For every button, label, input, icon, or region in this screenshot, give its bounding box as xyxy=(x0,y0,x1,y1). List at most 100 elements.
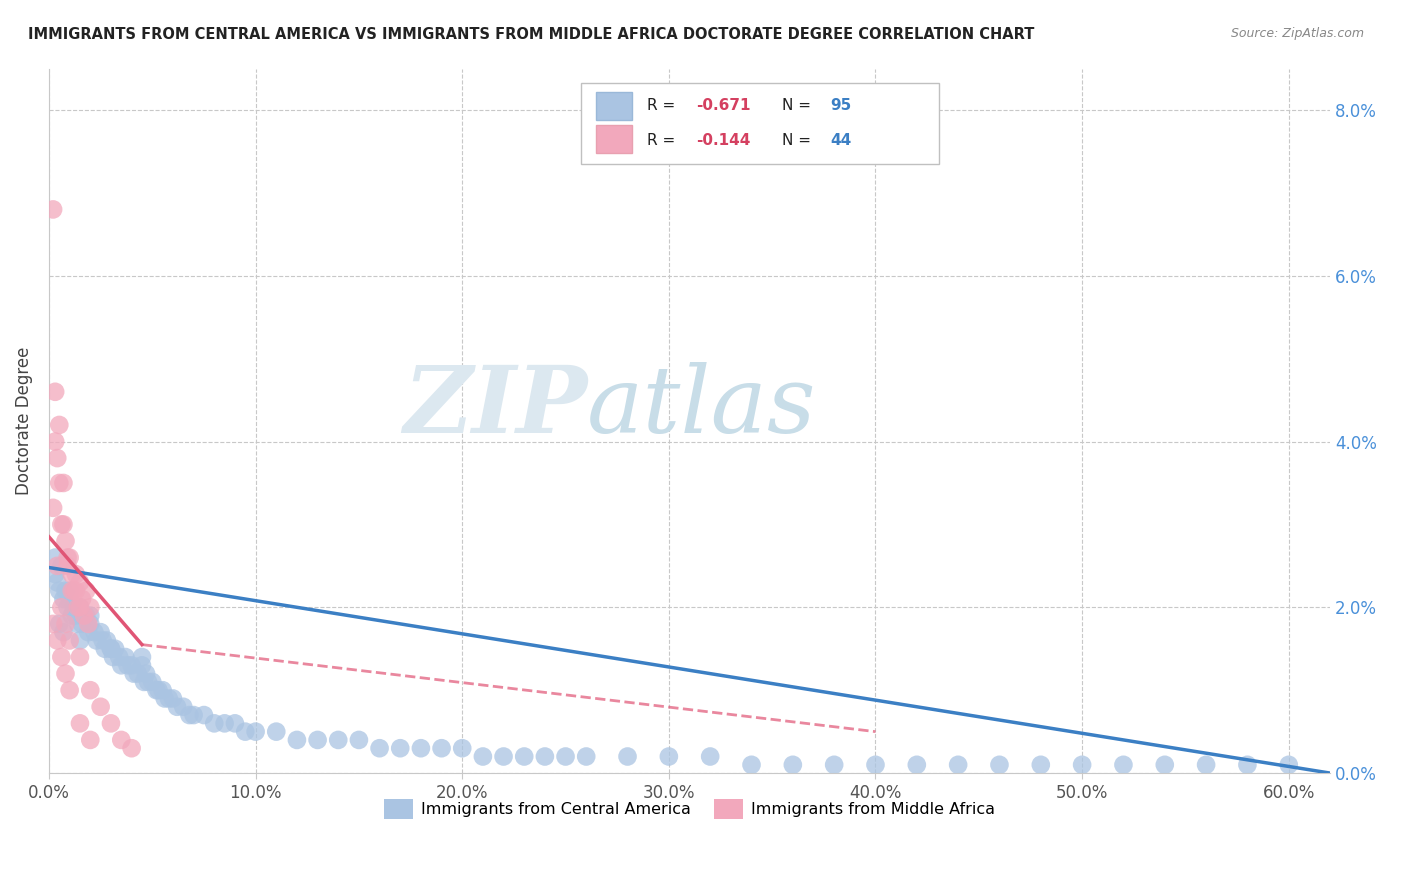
Point xyxy=(70,592,93,607)
Point xyxy=(44,434,66,449)
Point xyxy=(56,600,79,615)
Point xyxy=(389,741,412,756)
Text: Source: ZipAtlas.com: Source: ZipAtlas.com xyxy=(1230,27,1364,40)
Point xyxy=(51,517,73,532)
Point xyxy=(75,583,97,598)
Point xyxy=(1153,757,1175,772)
Point xyxy=(48,583,70,598)
Point xyxy=(90,625,112,640)
Point xyxy=(59,592,82,607)
Point xyxy=(823,757,845,772)
Point xyxy=(245,724,267,739)
Point xyxy=(51,600,73,615)
Point xyxy=(52,517,75,532)
Point xyxy=(44,384,66,399)
Point xyxy=(42,202,65,217)
Point xyxy=(127,666,149,681)
Text: atlas: atlas xyxy=(588,362,817,451)
Point xyxy=(60,608,83,623)
Point xyxy=(658,749,681,764)
Point xyxy=(86,633,108,648)
Point xyxy=(554,749,576,764)
Point xyxy=(430,741,453,756)
Point xyxy=(62,583,84,598)
Point xyxy=(307,733,329,747)
Point xyxy=(121,741,143,756)
Point xyxy=(59,633,82,648)
Point xyxy=(328,733,350,747)
Point xyxy=(148,683,170,698)
Point xyxy=(122,666,145,681)
Point xyxy=(59,683,82,698)
Point xyxy=(94,641,117,656)
Text: 44: 44 xyxy=(831,133,852,148)
FancyBboxPatch shape xyxy=(581,83,939,163)
Point xyxy=(69,600,91,615)
Point xyxy=(56,558,79,573)
Bar xyxy=(596,93,631,120)
Point xyxy=(90,699,112,714)
Point xyxy=(157,691,180,706)
Point xyxy=(193,708,215,723)
Point xyxy=(492,749,515,764)
Point xyxy=(166,699,188,714)
Point xyxy=(100,716,122,731)
Point xyxy=(782,757,804,772)
Legend: Immigrants from Central America, Immigrants from Middle Africa: Immigrants from Central America, Immigra… xyxy=(377,793,1001,825)
Point xyxy=(48,475,70,490)
Point xyxy=(145,683,167,698)
Point xyxy=(616,749,638,764)
Point xyxy=(70,616,93,631)
Point xyxy=(59,550,82,565)
Point xyxy=(104,641,127,656)
Point xyxy=(152,683,174,698)
Text: ZIP: ZIP xyxy=(402,362,588,451)
Text: -0.671: -0.671 xyxy=(696,98,751,113)
Point xyxy=(988,757,1011,772)
Point xyxy=(264,724,287,739)
Text: N =: N = xyxy=(782,133,815,148)
Point xyxy=(1236,757,1258,772)
Point xyxy=(1029,757,1052,772)
Point xyxy=(69,716,91,731)
Point xyxy=(101,650,124,665)
Point xyxy=(69,575,91,590)
Point xyxy=(66,616,89,631)
Point xyxy=(46,558,69,573)
Point xyxy=(108,650,131,665)
Point xyxy=(52,625,75,640)
Point xyxy=(183,708,205,723)
Point xyxy=(79,733,101,747)
Point xyxy=(1195,757,1218,772)
Bar xyxy=(596,126,631,153)
Point xyxy=(56,550,79,565)
Point xyxy=(51,558,73,573)
Point xyxy=(83,625,105,640)
Point xyxy=(48,616,70,631)
Point xyxy=(55,533,77,548)
Text: R =: R = xyxy=(647,98,681,113)
Point xyxy=(136,674,159,689)
Point xyxy=(55,666,77,681)
Point xyxy=(132,674,155,689)
Point xyxy=(55,583,77,598)
Point xyxy=(46,633,69,648)
Text: -0.144: -0.144 xyxy=(696,133,751,148)
Point xyxy=(60,567,83,582)
Point xyxy=(117,658,139,673)
Point xyxy=(131,658,153,673)
Point xyxy=(55,616,77,631)
Point xyxy=(409,741,432,756)
Point xyxy=(59,583,82,598)
Point xyxy=(172,699,194,714)
Point xyxy=(233,724,256,739)
Text: 95: 95 xyxy=(831,98,852,113)
Point xyxy=(110,733,132,747)
Point xyxy=(77,625,100,640)
Point xyxy=(48,417,70,432)
Point xyxy=(42,500,65,515)
Point xyxy=(114,650,136,665)
Text: R =: R = xyxy=(647,133,681,148)
Point xyxy=(44,567,66,582)
Point xyxy=(42,616,65,631)
